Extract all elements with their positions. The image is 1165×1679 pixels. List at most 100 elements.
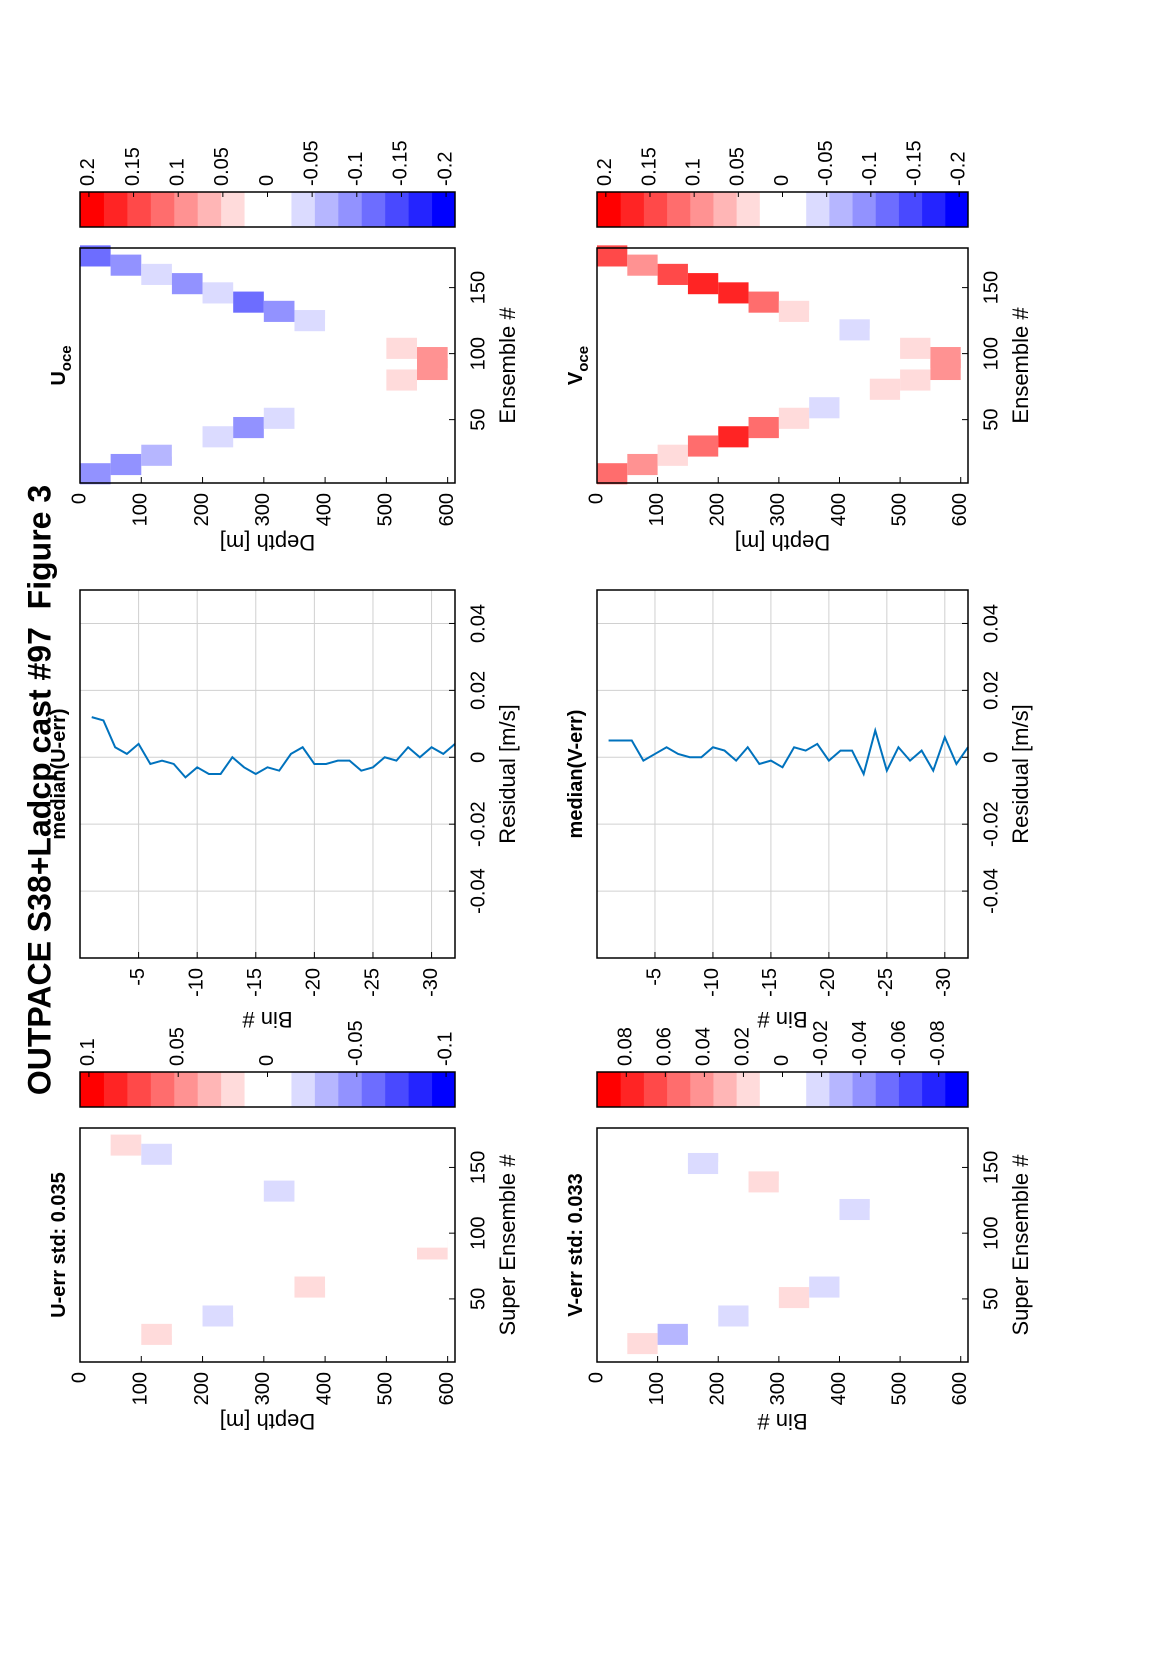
heatmap-cell xyxy=(718,1305,749,1327)
y-tick-label: -20 xyxy=(817,968,839,997)
x-tick-label: 0.02 xyxy=(980,671,1002,710)
title-text: median(U-err) xyxy=(48,708,70,839)
colorbar-step xyxy=(220,192,245,227)
y-tick-label: -30 xyxy=(420,968,442,997)
heatmap-cell xyxy=(263,300,295,322)
x-tick-label: -0.04 xyxy=(980,868,1002,914)
colorbar-step xyxy=(944,1072,969,1107)
heatmap-cell xyxy=(110,1333,142,1355)
x-tick-label: 100 xyxy=(980,1216,1002,1249)
colorbar-step xyxy=(921,192,946,227)
y-tick-label: 100 xyxy=(130,493,152,526)
plot-area xyxy=(80,590,455,958)
heatmap-cell xyxy=(294,1189,326,1211)
heatmap-cell xyxy=(627,254,658,276)
line xyxy=(608,726,969,777)
heatmap-cell xyxy=(718,1162,749,1184)
y-axis-label: Depth [m] xyxy=(735,530,830,555)
colorbar-tick-label: 0.1 xyxy=(682,158,704,186)
plot-area xyxy=(80,1128,455,1362)
colorbar-step xyxy=(898,1072,923,1107)
axes-frame xyxy=(79,1127,456,1363)
colorbar-tick-label: -0.2 xyxy=(947,152,969,186)
heatmap-cell xyxy=(657,1323,688,1345)
figure-body: OUTPACE S38+Ladcp cast #97 Figure 3 0.1 0… xyxy=(21,140,1032,1434)
y-tick-label: 400 xyxy=(313,493,335,526)
heatmap-cell xyxy=(718,282,749,304)
colorbar-step xyxy=(875,192,899,227)
x-axis-label: Ensemble # xyxy=(1008,307,1033,424)
colorbar-step xyxy=(197,1072,222,1107)
colorbar-step xyxy=(944,192,969,227)
heatmap-cell xyxy=(657,444,688,466)
colorbar-step xyxy=(852,1072,876,1107)
colorbar-tick-label: 0 xyxy=(771,1055,793,1066)
x-axis-label: Ensemble # xyxy=(495,307,520,424)
heatmap-cell xyxy=(597,245,628,267)
heatmap-cell xyxy=(809,397,840,419)
y-tick-label: -30 xyxy=(933,968,955,997)
heatmap-cell xyxy=(778,300,810,322)
heatmap-cell xyxy=(386,1217,418,1239)
x-axis-label: Residual [m/s] xyxy=(1008,704,1033,843)
title-subscript: oce xyxy=(58,345,75,371)
colorbar-tick-label: -0.15 xyxy=(903,140,925,186)
colorbar-step xyxy=(220,1072,245,1107)
heatmap-cell xyxy=(80,463,111,485)
plot-area xyxy=(597,590,968,958)
colorbar-step xyxy=(689,192,714,227)
colorbar-step xyxy=(805,192,830,227)
heatmap-cell xyxy=(900,369,931,391)
heatmap-cell xyxy=(809,1276,840,1298)
colorbar-step xyxy=(80,1072,104,1107)
colorbar-step xyxy=(805,1072,830,1107)
title-subscript: oce xyxy=(575,346,592,372)
heatmap-cell xyxy=(627,1134,658,1156)
x-tick-label: -0.02 xyxy=(467,801,489,847)
heatmap-cell xyxy=(869,378,901,400)
colorbar-tick-label: -0.04 xyxy=(849,1020,871,1066)
colorbar-step xyxy=(759,1072,783,1107)
heatmap-cell xyxy=(778,1287,810,1309)
heatmap-cell xyxy=(141,1323,172,1345)
y-tick-label: -5 xyxy=(643,968,665,986)
colorbar-step xyxy=(643,192,668,227)
colorbar-step xyxy=(197,192,222,227)
heatmap-cell xyxy=(141,444,172,466)
colorbar-step xyxy=(103,1072,128,1107)
x-tick-label: 50 xyxy=(467,409,489,431)
colorbar-step xyxy=(712,1072,737,1107)
heatmap-cell xyxy=(80,245,111,267)
colorbar-step xyxy=(736,1072,760,1107)
heatmap-cell xyxy=(839,387,870,410)
axes-frame xyxy=(79,247,456,484)
colorbar-step xyxy=(244,1072,268,1107)
colorbar-step xyxy=(597,1072,621,1107)
heatmap-cell xyxy=(417,1226,448,1248)
axes-title: Uoce xyxy=(48,345,75,385)
heatmap-cell xyxy=(294,397,326,419)
colorbar-step xyxy=(361,192,386,227)
colorbar-tick-label: -0.1 xyxy=(859,152,881,186)
heatmap-cell xyxy=(869,1258,901,1280)
y-tick-label: 200 xyxy=(191,493,213,526)
axes-title: V-err std: 0.033 xyxy=(565,1173,587,1316)
axes-frame xyxy=(79,589,456,959)
colorbar-tick-label: -0.06 xyxy=(888,1020,910,1066)
heatmap-cell xyxy=(386,337,418,359)
x-axis-label: Super Ensemble # xyxy=(495,1154,520,1336)
y-tick-label: -20 xyxy=(303,968,325,997)
y-tick-label: 0 xyxy=(585,1372,607,1383)
heatmap-cell xyxy=(80,1125,111,1147)
heatmap-cell xyxy=(202,282,234,304)
y-tick-label: 600 xyxy=(436,1372,458,1405)
heatmap-cell xyxy=(355,1208,387,1230)
colorbar-step xyxy=(689,1072,714,1107)
colorbar-tick-label: 0.15 xyxy=(638,147,660,186)
colorbar-step xyxy=(244,192,268,227)
axes-title: median(V-err) xyxy=(565,710,587,839)
y-tick-label: 300 xyxy=(252,1372,274,1405)
colorbar-tick-label: 0.1 xyxy=(166,158,188,186)
colorbar-step xyxy=(173,1072,198,1107)
colorbar-tick-label: 0.08 xyxy=(615,1027,637,1066)
